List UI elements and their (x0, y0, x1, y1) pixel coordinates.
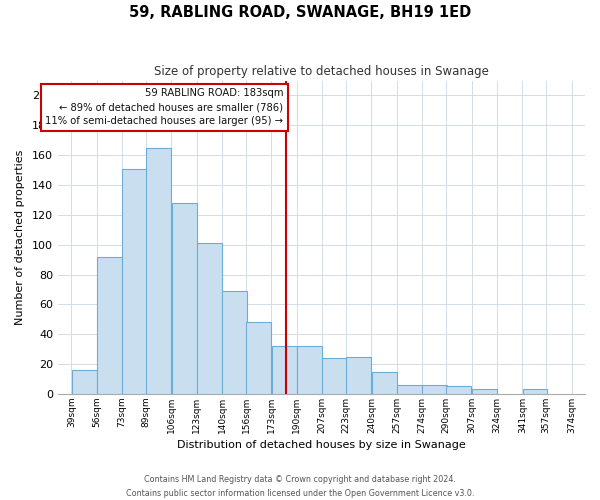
Bar (246, 322, 271, 394)
Bar (523, 390, 547, 394)
Bar (272, 346, 296, 394)
Bar (71, 370, 97, 394)
Y-axis label: Number of detached properties: Number of detached properties (15, 150, 25, 325)
Bar (346, 356, 371, 394)
Text: 59 RABLING ROAD: 183sqm
← 89% of detached houses are smaller (786)
11% of semi-d: 59 RABLING ROAD: 183sqm ← 89% of detache… (46, 88, 283, 126)
Bar (397, 385, 422, 394)
Bar (97, 256, 122, 394)
Bar (223, 291, 247, 394)
Bar (297, 346, 322, 394)
Bar (122, 168, 147, 394)
Bar (146, 148, 171, 394)
Bar (172, 203, 197, 394)
Bar (322, 358, 347, 394)
Bar (372, 372, 397, 394)
X-axis label: Distribution of detached houses by size in Swanage: Distribution of detached houses by size … (177, 440, 466, 450)
Bar (446, 386, 471, 394)
Bar (197, 243, 222, 394)
Bar (472, 390, 497, 394)
Bar (422, 385, 448, 394)
Text: 59, RABLING ROAD, SWANAGE, BH19 1ED: 59, RABLING ROAD, SWANAGE, BH19 1ED (129, 5, 471, 20)
Text: Contains HM Land Registry data © Crown copyright and database right 2024.
Contai: Contains HM Land Registry data © Crown c… (126, 476, 474, 498)
Title: Size of property relative to detached houses in Swanage: Size of property relative to detached ho… (154, 65, 489, 78)
